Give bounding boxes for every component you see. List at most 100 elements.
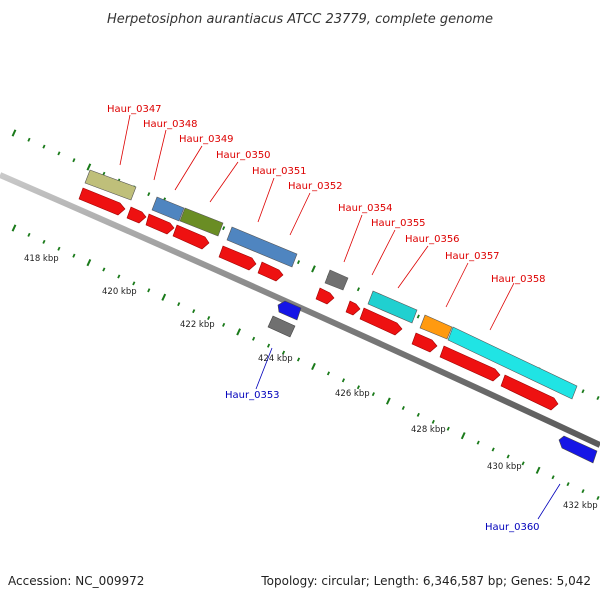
forward-leader-lines [119, 114, 515, 331]
forward-gene-bars [84, 169, 578, 400]
gene-arrow[interactable] [257, 261, 284, 282]
gene-label[interactable]: Haur_0347 [107, 104, 162, 115]
gene-arrow[interactable] [78, 187, 126, 216]
gene-bar-haur-0358[interactable] [447, 326, 578, 400]
scale-tick [566, 482, 570, 487]
scale-tick [401, 405, 405, 411]
scale-tick [596, 395, 600, 401]
scale-tick [356, 287, 360, 292]
scale-tick [491, 447, 495, 452]
reverse-gene-labels: Haur_0353 Haur_0360 [225, 390, 540, 533]
gene-label[interactable]: Haur_0353 [225, 390, 280, 401]
gene-bar-haur-0347[interactable] [84, 169, 137, 201]
scale-tick [341, 378, 346, 383]
scale-tick [581, 489, 585, 494]
gene-label[interactable]: Haur_0350 [216, 150, 271, 161]
scale-tick [207, 315, 211, 321]
scale-tick [416, 314, 420, 319]
scale-label: 418 kbp [24, 254, 59, 264]
scale-tick [177, 302, 181, 307]
scale-tick [222, 226, 226, 231]
scale-tick [581, 389, 585, 394]
scale-tick [535, 466, 541, 474]
scale-tick [147, 288, 151, 293]
gene-bar-haur-0357[interactable] [419, 314, 453, 340]
scale-label: 426 kbp [335, 389, 370, 399]
scale-tick [86, 259, 92, 267]
scale-tick [42, 239, 46, 244]
gene-arrow-haur-0353[interactable] [277, 300, 302, 321]
gene-arrow[interactable] [345, 300, 361, 316]
gene-label[interactable]: Haur_0358 [491, 274, 546, 285]
gene-arrow[interactable] [172, 224, 210, 250]
gene-bar-haur-0353[interactable] [267, 315, 296, 338]
scale-tick [72, 158, 76, 163]
scale-tick [147, 192, 151, 197]
gene-bar-haur-0354[interactable] [324, 269, 349, 291]
scale-labels: 418 kbp 420 kbp 422 kbp 424 kbp 426 kbp … [24, 254, 598, 511]
scale-tick [27, 137, 31, 142]
gene-arrow[interactable] [439, 345, 501, 382]
scale-label: 422 kbp [180, 320, 215, 330]
scale-tick [356, 385, 360, 390]
gene-arrow[interactable] [500, 374, 559, 411]
scale-tick [252, 336, 256, 341]
scale-tick [161, 293, 167, 301]
gene-bar-haur-0348[interactable] [151, 196, 185, 222]
reverse-leader-lines [255, 347, 561, 520]
gene-arrow[interactable] [145, 213, 175, 235]
scale-tick [371, 392, 375, 397]
gene-label[interactable]: Haur_0348 [143, 119, 198, 130]
gene-label[interactable]: Haur_0355 [371, 218, 426, 229]
gene-arrow[interactable] [126, 206, 147, 224]
gene-arrow[interactable] [411, 332, 438, 353]
gene-label[interactable]: Haur_0351 [252, 166, 307, 177]
gene-label[interactable]: Haur_0354 [338, 203, 393, 214]
gene-arrow-haur-0360[interactable] [558, 435, 598, 464]
scale-tick [296, 357, 301, 362]
scale-tick [596, 495, 600, 501]
scale-label: 424 kbp [258, 354, 293, 364]
gene-arrow[interactable] [218, 245, 257, 271]
scale-tick [117, 274, 121, 279]
scale-label: 420 kbp [102, 287, 137, 297]
scale-tick [506, 454, 510, 459]
scale-tick [476, 440, 480, 445]
scale-tick [132, 281, 136, 286]
scale-tick [311, 362, 316, 371]
gene-bar-haur-0355[interactable] [367, 290, 418, 324]
scale-label: 430 kbp [487, 462, 522, 472]
gene-label[interactable]: Haur_0352 [288, 181, 343, 192]
gene-arrows [78, 187, 559, 411]
scale-tick [192, 309, 196, 314]
scale-tick [281, 350, 286, 355]
scale-tick [222, 322, 226, 327]
scale-tick [236, 328, 241, 336]
gene-label[interactable]: Haur_0356 [405, 234, 460, 245]
scale-tick [42, 144, 46, 149]
scale-tick [11, 224, 17, 232]
scale-tick [86, 163, 92, 171]
map-title: Herpetosiphon aurantiacus ATCC 23779, co… [107, 12, 493, 27]
scale-tick [446, 426, 450, 431]
scale-tick [551, 475, 555, 480]
gene-label[interactable]: Haur_0360 [485, 522, 540, 533]
gene-bar-haur-0349[interactable] [179, 207, 224, 237]
gene-label[interactable]: Haur_0349 [179, 134, 234, 145]
scale-tick [521, 461, 525, 466]
scale-tick [326, 371, 331, 376]
gene-bar-haur-0351[interactable] [226, 226, 298, 268]
scale-tick [385, 397, 391, 405]
scale-tick [311, 265, 316, 273]
gene-arrow[interactable] [359, 307, 403, 336]
scale-tick [266, 343, 271, 348]
gene-arrow[interactable] [315, 287, 335, 305]
scale-tick [72, 253, 76, 258]
scale-tick [102, 267, 106, 272]
reverse-genes [267, 300, 598, 464]
gene-label[interactable]: Haur_0357 [445, 251, 500, 262]
accession-text: Accession: NC_009972 [8, 574, 144, 588]
scale-tick [11, 129, 17, 137]
inner-scale-ticks [11, 224, 600, 501]
scale-tick [57, 246, 61, 251]
